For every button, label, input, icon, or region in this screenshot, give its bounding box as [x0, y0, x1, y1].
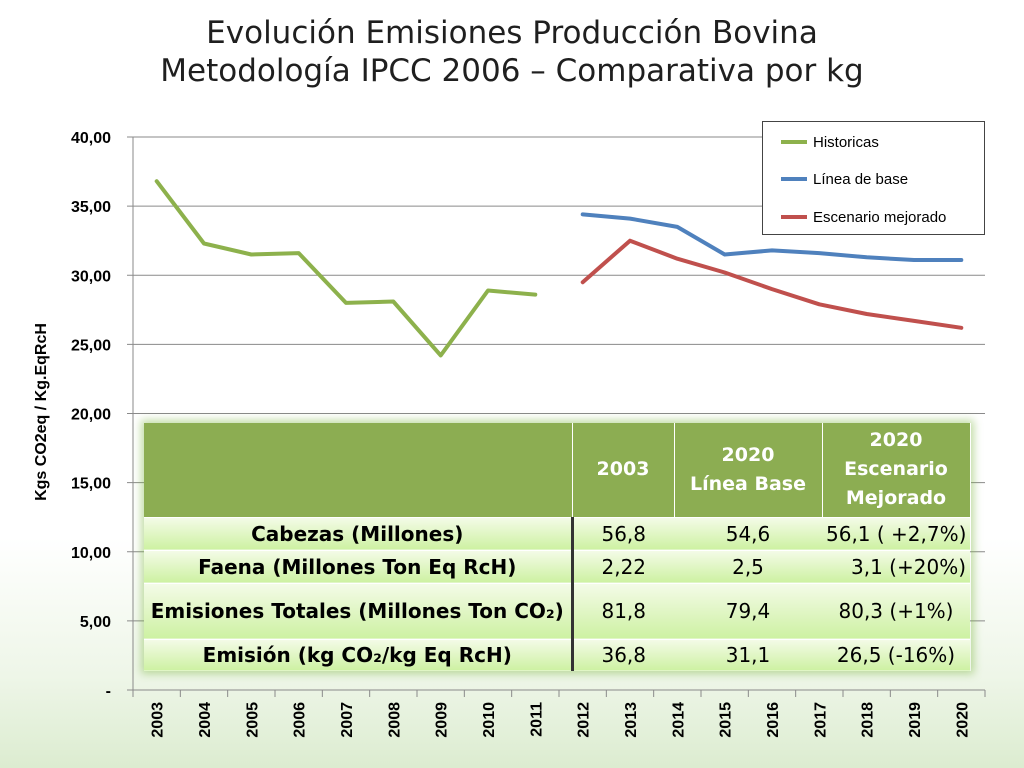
x-tick-label: 2016 — [765, 702, 782, 738]
cell-2020-linea-base: 79,4 — [674, 582, 822, 639]
series-line-1 — [580, 212, 964, 262]
legend-label-escenario-mejorado: Escenario mejorado — [813, 208, 947, 226]
row-label: Faena (Millones Ton Eq RcH) — [144, 549, 574, 583]
x-tick-label: 2020 — [954, 702, 971, 738]
legend-swatch-linea-de-base — [781, 177, 807, 181]
legend-item-linea-de-base: Línea de base — [781, 169, 908, 189]
y-tick-label: 30,00 — [71, 268, 111, 285]
x-tick-label: 2013 — [623, 702, 640, 738]
legend-item-escenario-mejorado: Escenario mejorado — [781, 207, 946, 227]
cell-2003: 81,8 — [572, 582, 674, 639]
cell-2020-escenario-mejorado: 26,5 (-16%) — [822, 638, 970, 671]
x-tick-label: 2005 — [244, 702, 261, 738]
table-row: Faena (Millones Ton Eq RcH) 2,22 2,5 3,1… — [144, 549, 970, 583]
y-axis-label: Kgs CO2eq / Kg.EqRcH — [33, 323, 50, 501]
cell-2020-linea-base: 54,6 — [674, 516, 822, 550]
table-header-row: 2003 2020 Línea Base 2020 Escenario Mejo… — [144, 423, 971, 517]
cell-2003: 36,8 — [572, 638, 674, 671]
row-label: Cabezas (Millones) — [144, 516, 574, 550]
x-tick-label: 2011 — [528, 702, 545, 737]
x-tick-label: 2018 — [860, 702, 877, 738]
table-header-empty — [144, 423, 573, 517]
x-tick-label: 2009 — [434, 702, 451, 738]
legend-swatch-historicas — [781, 140, 807, 144]
y-tick-labels: - 5,00 10,00 15,00 20,00 25,00 30,00 35,00 40,00 — [71, 130, 111, 700]
legend-item-historicas: Historicas — [781, 132, 879, 152]
x-tick-label: 2007 — [339, 702, 356, 738]
cell-2020-escenario-mejorado: 80,3 (+1%) — [822, 582, 970, 639]
cell-2020-linea-base: 31,1 — [674, 638, 822, 671]
legend-label-historicas: Historicas — [813, 133, 879, 151]
table-header-2020-escenario-mejorado: 2020 Escenario Mejorado — [822, 423, 971, 517]
table-row: Emisiones Totales (Millones Ton CO₂) 81,… — [144, 582, 970, 639]
x-tick-label: 2010 — [481, 702, 498, 738]
cell-2003: 56,8 — [572, 516, 674, 550]
x-tick-label: 2019 — [907, 702, 924, 738]
series-line-2 — [580, 238, 964, 330]
y-tick-label: 40,00 — [71, 130, 111, 147]
x-tick-label: 2012 — [576, 702, 593, 738]
cell-2003: 2,22 — [572, 549, 674, 583]
x-tick-label: 2003 — [150, 702, 167, 738]
cell-2020-escenario-mejorado: 3,1 (+20%) — [822, 549, 970, 583]
title-line-1: Evolución Emisiones Producción Bovina — [206, 15, 818, 51]
y-tick-label: 20,00 — [71, 407, 111, 424]
y-tick-label: 10,00 — [71, 545, 111, 562]
series-line-0 — [154, 179, 538, 358]
cell-2020-linea-base: 2,5 — [674, 549, 822, 583]
y-tick-label: 15,00 — [71, 476, 111, 493]
x-tick-label: 2017 — [812, 702, 829, 738]
x-tick-label: 2008 — [386, 702, 403, 738]
table-row: Cabezas (Millones) 56,8 54,6 56,1 ( +2,7… — [144, 516, 970, 550]
y-tick-label: 5,00 — [80, 614, 111, 631]
x-tick-label: 2006 — [292, 702, 309, 738]
axes — [127, 136, 986, 697]
table-header-2020-linea-base: 2020 Línea Base — [674, 423, 823, 517]
y-tick-label: 25,00 — [71, 337, 111, 354]
legend-label-linea-de-base: Línea de base — [813, 170, 909, 188]
x-tick-label: 2014 — [670, 702, 687, 738]
table-row: Emisión (kg CO₂/kg Eq RcH) 36,8 31,1 26,… — [144, 638, 970, 671]
x-tick-label: 2004 — [197, 702, 214, 738]
y-tick-label: 35,00 — [71, 199, 111, 216]
table-header-2003: 2003 — [572, 423, 675, 517]
legend: Historicas Línea de base Escenario mejor… — [762, 121, 985, 235]
title-line-2: Metodología IPCC 2006 – Comparativa por … — [160, 53, 864, 89]
series-lines — [154, 179, 964, 358]
row-label: Emisiones Totales (Millones Ton CO₂) — [144, 582, 574, 639]
x-tick-label: 2015 — [718, 702, 735, 738]
cell-2020-escenario-mejorado: 56,1 ( +2,7%) — [822, 516, 970, 550]
summary-table: 2003 2020 Línea Base 2020 Escenario Mejo… — [144, 423, 971, 671]
x-tick-labels: 2003 2004 2005 2006 2007 2008 2009 2010 2011 2012… — [150, 702, 972, 738]
legend-swatch-escenario-mejorado — [781, 215, 807, 219]
chart-title: Evolución Emisiones Producción Bovina Me… — [0, 14, 1024, 90]
row-label: Emisión (kg CO₂/kg Eq RcH) — [144, 638, 574, 671]
y-tick-label: - — [106, 683, 111, 700]
